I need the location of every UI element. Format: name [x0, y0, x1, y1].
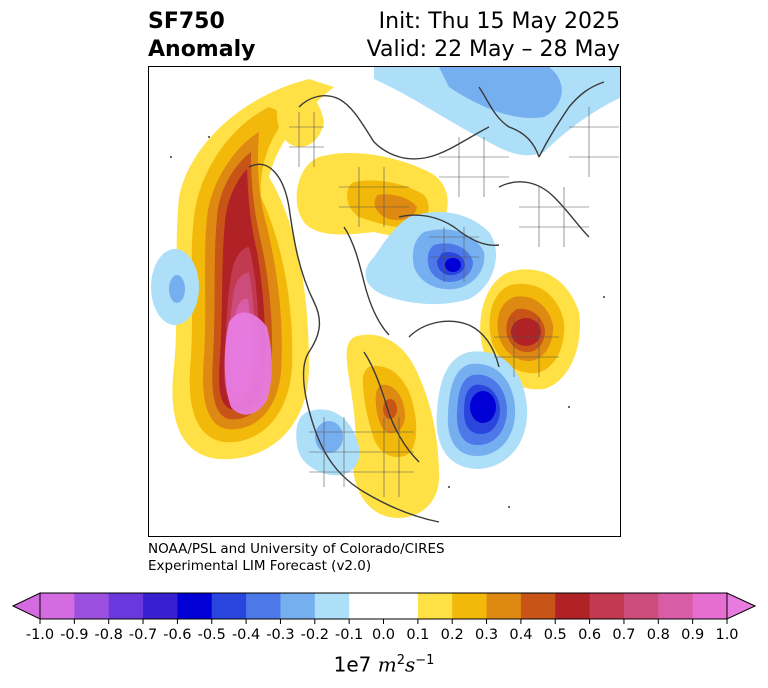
- title-right: Init: Thu 15 May 2025 Valid: 22 May – 28…: [367, 8, 620, 64]
- colorbar-cell: [623, 593, 659, 619]
- colorbar-tick-label: 0.4: [509, 627, 533, 643]
- anomaly-map: [151, 67, 620, 523]
- colorbar-cell: [555, 593, 591, 619]
- colorbar-cell: [520, 593, 556, 619]
- credit: NOAA/PSL and University of Colorado/CIRE…: [148, 541, 445, 575]
- colorbar-cell: [452, 593, 488, 619]
- colorbar-tick-label: 0.2: [440, 627, 464, 643]
- colorbar-tick-label: -0.6: [163, 627, 192, 643]
- anomaly-western-na-negative: [296, 409, 360, 476]
- colorbar-tick-label: -0.8: [94, 627, 123, 643]
- colorbar-extend-low: [11, 592, 41, 620]
- colorbar-ticks: [39, 619, 728, 624]
- colorbar-tick-label: 0.9: [681, 627, 705, 643]
- title-left: SF750 Anomaly: [148, 8, 255, 64]
- colorbar-tick-label: 0.5: [543, 627, 567, 643]
- colorbar-cell: [246, 593, 281, 619]
- colorbar-tick-label: -0.7: [128, 627, 158, 643]
- map-panel: [148, 66, 621, 537]
- colorbar-tick-label: -0.3: [266, 627, 295, 643]
- colorbar-cell: [383, 593, 419, 619]
- colorbar-tick-label: 1.0: [715, 627, 739, 643]
- colorbar-extend-high: [726, 592, 757, 620]
- anomaly-pacific-positive: [172, 79, 334, 460]
- political-borders: [289, 107, 619, 497]
- colorbar-units: 1e7 m2s−1: [334, 647, 435, 679]
- units-s: s: [404, 652, 416, 677]
- colorbar-tick-label: -0.4: [231, 627, 261, 643]
- colorbar-tick-label: -1.0: [25, 627, 55, 643]
- anomaly-atlantic-negative: [436, 351, 528, 469]
- colorbar-tick-label: -0.5: [197, 627, 226, 643]
- colorbar-tick-label: 0.0: [371, 627, 396, 643]
- anomaly-title: Anomaly: [148, 37, 256, 62]
- units-prefix: 1e7: [333, 652, 372, 677]
- anomaly-pacific-small-negative: [151, 249, 199, 325]
- colorbar-cell: [349, 593, 384, 619]
- units-exp1: 2: [396, 653, 405, 668]
- valid-range: Valid: 22 May – 28 May: [366, 37, 620, 62]
- colorbar-cell: [314, 593, 350, 619]
- credit-line1: NOAA/PSL and University of Colorado/CIRE…: [148, 541, 445, 557]
- colorbar-cell: [486, 593, 522, 619]
- colorbar-tick-label: -0.9: [60, 627, 89, 643]
- colorbar-tick-label: -0.1: [334, 627, 364, 643]
- credit-line2: Experimental LIM Forecast (v2.0): [148, 558, 372, 574]
- colorbar-tick-label: 0.7: [612, 627, 636, 643]
- colorbar-cell: [280, 593, 316, 619]
- coastlines: [248, 81, 605, 523]
- colorbar-cell: [589, 593, 625, 619]
- colorbar-cell: [40, 593, 75, 619]
- colorbar-cell: [417, 593, 453, 619]
- colorbar-tick-label: 0.6: [578, 627, 602, 643]
- colorbar-tick-label: 0.1: [406, 627, 430, 643]
- colorbar-cell: [108, 593, 144, 619]
- colorbar-cell: [692, 593, 728, 619]
- anomaly-arctic-top-negative: [374, 67, 620, 156]
- colorbar-cell: [74, 593, 110, 619]
- colorbar-tick-label: -0.2: [300, 627, 329, 643]
- colorbar-tick-label: 0.8: [646, 627, 670, 643]
- colorbar-cell: [211, 593, 247, 619]
- units-m: m: [377, 652, 397, 677]
- units-exp2: −1: [415, 653, 435, 668]
- colorbar-tick-label: 0.3: [475, 627, 499, 643]
- init-date: Init: Thu 15 May 2025: [378, 9, 620, 34]
- colorbar-cell: [658, 593, 694, 619]
- colorbar-cells: [40, 593, 728, 619]
- anomaly-arctic-siberia-negative: [365, 212, 497, 305]
- islands: [170, 136, 605, 508]
- colorbar: [11, 592, 757, 624]
- variable-title: SF750: [148, 9, 225, 34]
- colorbar-cell: [177, 593, 213, 619]
- colorbar-cell: [143, 593, 178, 619]
- anomaly-europe-positive: [480, 269, 580, 390]
